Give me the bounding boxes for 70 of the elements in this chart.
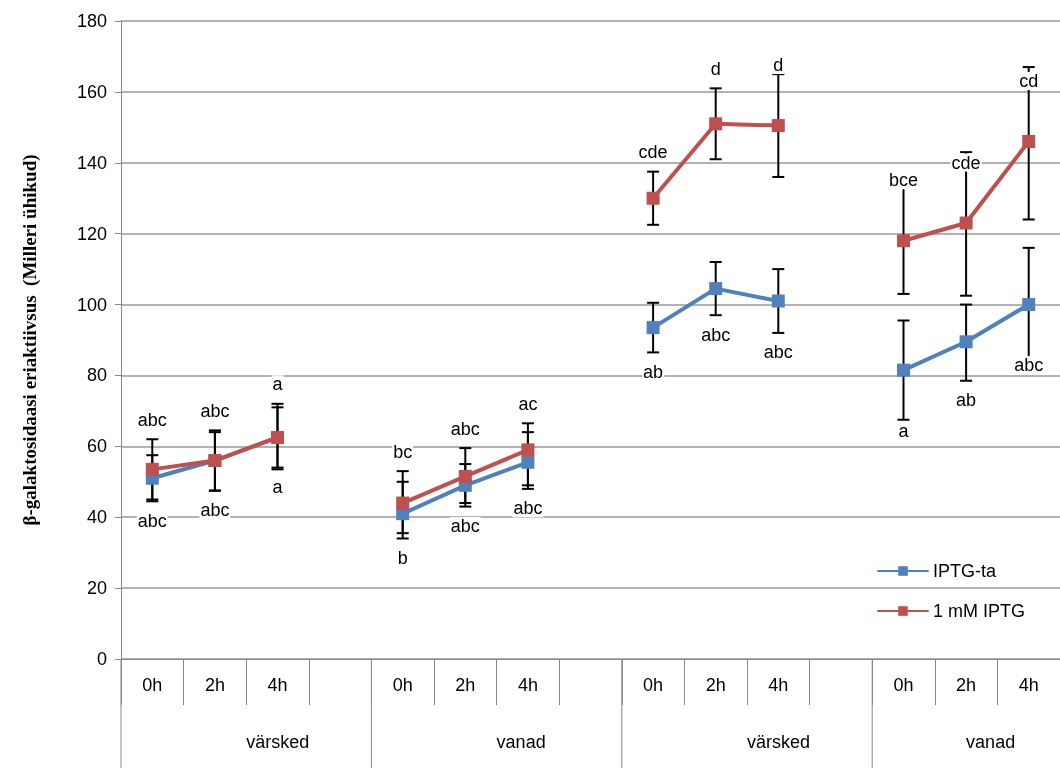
point	[521, 455, 535, 469]
point	[1022, 298, 1036, 312]
x-tick-label: 0h	[893, 675, 914, 695]
y-tick-label: 40	[86, 507, 107, 528]
data-label: ab	[643, 361, 664, 382]
point	[646, 321, 660, 335]
x-tick-label: 2h	[204, 675, 225, 695]
data-label: d	[773, 55, 784, 76]
legend-label: IPTG-ta	[933, 561, 997, 581]
point	[521, 443, 535, 457]
point	[771, 119, 785, 133]
x-tick-label: 0h	[392, 675, 413, 695]
y-tick-label: 80	[86, 365, 107, 386]
y-tick-label: 160	[76, 81, 107, 102]
y-tick-label: 120	[76, 223, 107, 244]
point	[709, 117, 723, 131]
text: värsked	[747, 732, 811, 752]
x-tick-label: 0h	[142, 675, 163, 695]
data-label: abc	[1014, 355, 1044, 376]
data-label: ab	[956, 390, 977, 411]
data-label: abc	[137, 510, 167, 531]
point	[646, 191, 660, 205]
x-tick-label: 4h	[768, 675, 789, 695]
point	[959, 335, 973, 349]
point	[396, 496, 410, 510]
data-label: abc	[513, 498, 543, 519]
point	[959, 216, 973, 230]
data-label: a	[898, 420, 910, 441]
data-label: d	[710, 58, 721, 79]
y-tick-label: 60	[86, 436, 107, 457]
data-label: a	[272, 477, 284, 498]
data-label: abc	[450, 516, 480, 537]
data-label: cd	[1019, 71, 1039, 92]
data-label: bce	[888, 170, 919, 191]
x-tick-label: 4h	[267, 675, 288, 695]
data-label: cde	[638, 142, 668, 163]
point	[897, 234, 910, 248]
x-tick-label: 4h	[1018, 675, 1039, 695]
y-tick-label: 100	[76, 294, 107, 315]
data-label: abc	[200, 400, 230, 421]
y-tick-label: 0	[96, 649, 107, 669]
x-tick-label: 2h	[705, 675, 726, 695]
point	[771, 294, 785, 308]
text: vanad	[966, 732, 1016, 752]
point	[1022, 135, 1036, 149]
x-tick-label: 4h	[517, 675, 538, 695]
point	[458, 469, 472, 483]
data-label: a	[272, 374, 284, 395]
y-tick-label: 140	[76, 152, 107, 173]
data-label: ac	[518, 393, 538, 414]
point	[709, 282, 723, 296]
y-axis-title: β-galaktosidaasi eriaktiivsus (Milleri ühikud)	[19, 154, 41, 526]
data-label: abc	[200, 500, 230, 521]
y-tick-label: 180	[76, 11, 107, 31]
legend-label: 1 mM IPTG	[933, 601, 1026, 621]
point	[897, 363, 910, 377]
data-label: b	[397, 547, 408, 568]
data-label: abc	[763, 342, 793, 363]
x-tick-label: 2h	[455, 675, 476, 695]
x-tick-label: 0h	[643, 675, 664, 695]
data-label: abc	[450, 418, 480, 439]
text: vanad	[496, 732, 546, 752]
data-label: abc	[137, 409, 167, 430]
data-label: cde	[951, 152, 981, 173]
data-label: abc	[701, 324, 731, 345]
x-tick-label: 2h	[956, 675, 977, 695]
y-tick-label: 20	[86, 578, 107, 599]
text: värsked	[246, 732, 310, 752]
data-label: bc	[393, 441, 413, 462]
point	[145, 462, 159, 476]
